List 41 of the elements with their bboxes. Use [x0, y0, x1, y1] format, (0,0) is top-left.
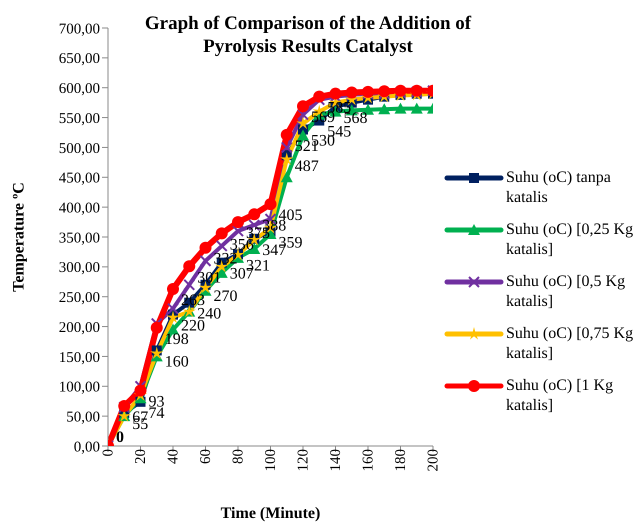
x-tick-label: 200	[426, 449, 442, 472]
legend-label: Suhu (oC) [1 Kg katalis]	[506, 376, 614, 416]
y-tick-label: 600,00	[58, 81, 100, 98]
x-tick-label: 140	[328, 449, 344, 472]
x-tick-label: 60	[198, 449, 214, 464]
x-tick-label: 160	[360, 449, 377, 472]
y-tick-label: 100,00	[58, 380, 100, 396]
chart-title: Graph of Comparison of the Addition of Pyrolysis Results Catalyst	[144, 12, 472, 58]
x-tick-label: 80	[230, 449, 247, 464]
data-label: 270	[214, 288, 238, 305]
data-label: 487	[294, 158, 319, 176]
x-tick-label: 120	[296, 449, 312, 472]
legend-label: Suhu (oC) [0,5 Kg katalis]	[506, 272, 626, 312]
y-tick-label: 550,00	[58, 110, 100, 127]
data-label: 301	[197, 269, 222, 286]
y-axis-title: Temperature ºC	[10, 182, 28, 292]
legend-label: Suhu (oC) [0,75 Kg katalis]	[506, 324, 634, 364]
y-tick-label: 250,00	[58, 290, 100, 306]
data-label: 160	[164, 353, 189, 370]
y-tick-label: 400,00	[58, 200, 100, 216]
y-tick-label: 700,00	[58, 21, 100, 38]
y-tick-label: 450,00	[58, 170, 100, 187]
x-tick-label: 180	[393, 449, 410, 472]
x-tick-label: 100	[263, 449, 280, 472]
data-label: 332	[214, 250, 238, 268]
data-label: 263	[181, 292, 205, 309]
y-tick-label: 500,00	[58, 140, 100, 157]
y-tick-label: 300,00	[58, 260, 100, 276]
x-axis-title: Time (Minute)	[220, 505, 320, 522]
y-tick-label: 350,00	[58, 230, 100, 246]
legend-label: Suhu (oC) tanpa katalis	[506, 168, 612, 208]
y-tick-label: 0,00	[74, 439, 100, 456]
y-tick-label: 50,00	[66, 409, 100, 426]
legend-label: Suhu (oC) [0,25 Kg katalis]	[506, 220, 634, 260]
y-tick-label: 150,00	[58, 350, 100, 366]
x-tick-label: 0	[100, 449, 117, 456]
y-tick-label: 650,00	[58, 51, 100, 68]
y-tick-label: 200,00	[58, 320, 100, 336]
data-label: 0	[116, 429, 124, 446]
x-tick-label: 20	[133, 449, 150, 464]
x-tick-label: 40	[166, 449, 182, 464]
